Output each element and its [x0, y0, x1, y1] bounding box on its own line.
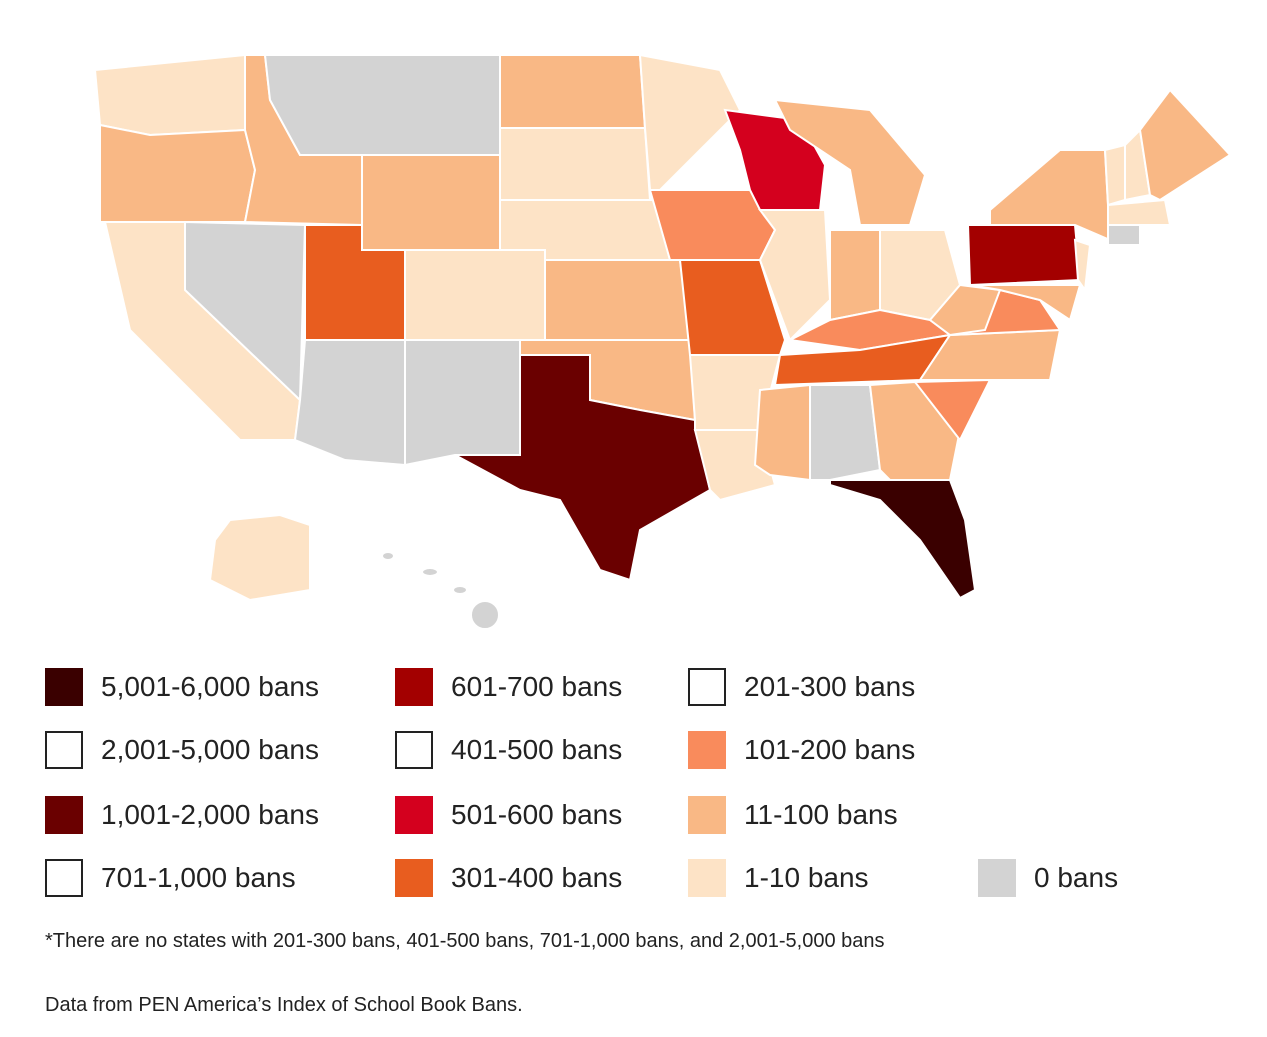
state	[499, 127, 652, 201]
state	[99, 123, 257, 223]
legend-item: 0 bans	[978, 857, 1118, 899]
legend-swatch	[688, 668, 726, 706]
legend-item: 1-10 bans	[688, 857, 869, 899]
footnote: *There are no states with 201-300 bans, …	[45, 930, 885, 952]
legend-label: 601-700 bans	[451, 671, 623, 702]
state	[452, 585, 468, 595]
state	[638, 53, 742, 191]
us-map	[93, 53, 1232, 630]
legend-swatch	[978, 859, 1016, 897]
state	[381, 551, 395, 561]
legend-item: 401-500 bans	[395, 729, 622, 771]
state	[208, 513, 311, 602]
state	[499, 54, 647, 129]
state	[829, 229, 881, 322]
state	[404, 249, 546, 341]
state	[829, 479, 977, 600]
state	[1138, 88, 1232, 202]
state	[93, 53, 246, 137]
legend-swatch	[45, 859, 83, 897]
legend-item: 101-200 bans	[688, 729, 915, 771]
legend-label: 1-10 bans	[744, 862, 869, 893]
legend-label: 5,001-6,000 bans	[101, 671, 319, 702]
state	[693, 429, 777, 502]
legend-item: 5,001-6,000 bans	[45, 666, 319, 708]
legend-swatch	[45, 796, 83, 834]
legend-item: 1,001-2,000 bans	[45, 794, 319, 836]
legend-swatch	[395, 859, 433, 897]
legend-swatch	[688, 859, 726, 897]
state	[809, 384, 882, 481]
state	[421, 567, 439, 577]
state	[1073, 238, 1092, 293]
state	[753, 383, 811, 482]
legend-item: 301-400 bans	[395, 857, 622, 899]
legend-label: 0 bans	[1034, 862, 1119, 893]
state	[470, 600, 500, 630]
state	[1107, 198, 1172, 226]
legend-swatch	[688, 731, 726, 769]
state	[499, 199, 672, 261]
state	[918, 328, 1062, 381]
state	[263, 54, 501, 156]
source: Data from PEN America’s Index of School …	[45, 994, 523, 1016]
state	[544, 259, 692, 341]
legend-swatch	[688, 796, 726, 834]
legend-item: 201-300 bans	[688, 666, 915, 708]
legend-swatch	[395, 796, 433, 834]
legend-label: 501-600 bans	[451, 799, 623, 830]
legend-swatch	[45, 731, 83, 769]
legend-item: 2,001-5,000 bans	[45, 729, 319, 771]
legend-swatch	[395, 731, 433, 769]
state	[773, 98, 927, 226]
legend-label: 101-200 bans	[744, 734, 916, 765]
state	[361, 154, 501, 251]
legend-label: 301-400 bans	[451, 862, 623, 893]
state	[969, 284, 1082, 322]
legend-swatch	[45, 668, 83, 706]
legend-label: 2,001-5,000 bans	[101, 734, 319, 765]
state	[404, 339, 521, 467]
legend-label: 1,001-2,000 bans	[101, 799, 319, 830]
state	[928, 283, 1002, 337]
legend-item: 701-1,000 bans	[45, 857, 296, 899]
legend-item: 11-100 bans	[688, 794, 898, 836]
state	[454, 354, 712, 582]
state	[1103, 143, 1126, 207]
state	[293, 339, 406, 467]
legend-label: 11-100 bans	[744, 799, 898, 830]
legend-label: 401-500 bans	[451, 734, 623, 765]
legend-item: 601-700 bans	[395, 666, 622, 708]
legend-swatch	[395, 668, 433, 706]
state	[966, 224, 1082, 287]
state	[1107, 224, 1141, 246]
legend-label: 201-300 bans	[744, 671, 916, 702]
legend-label: 701-1,000 bans	[101, 862, 296, 893]
legend-item: 501-600 bans	[395, 794, 622, 836]
